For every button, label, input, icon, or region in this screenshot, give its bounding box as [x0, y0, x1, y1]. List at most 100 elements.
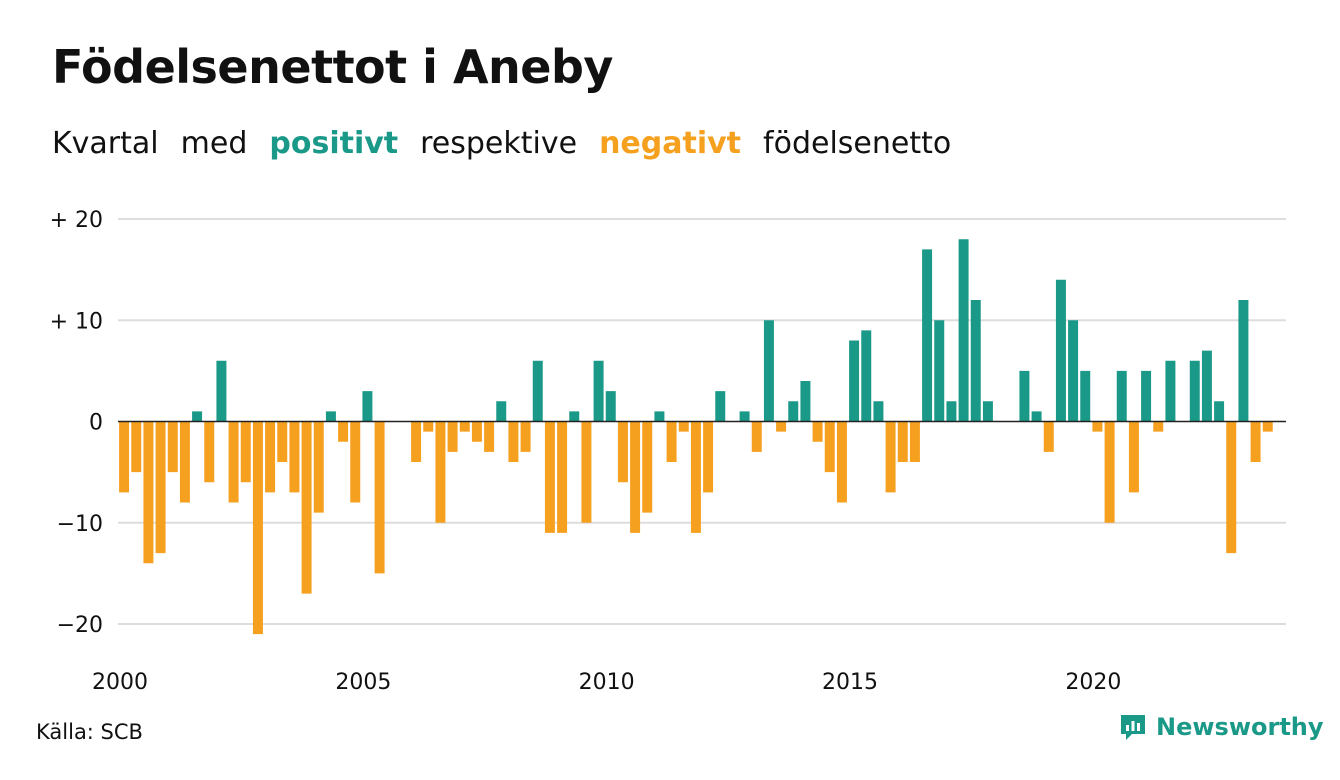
bar-negative: [1128, 421, 1139, 493]
bar-positive: [1116, 370, 1127, 422]
bar-positive: [849, 340, 860, 422]
bar-negative: [751, 421, 762, 452]
bar-negative: [374, 421, 385, 574]
bar-positive: [605, 391, 616, 422]
chart-title: Födelsenettot i Aneby: [52, 40, 613, 94]
bar-positive: [1080, 370, 1091, 422]
bar-negative: [1226, 421, 1237, 554]
bar-negative: [885, 421, 896, 493]
bar-positive: [1055, 279, 1066, 422]
subtitle-word: respektive: [420, 126, 578, 161]
subtitle-negative-label: negativt: [599, 126, 742, 161]
bar-positive: [800, 381, 811, 422]
y-tick-label: + 20: [50, 208, 103, 233]
bar-negative: [155, 421, 166, 554]
bar-negative: [1153, 421, 1164, 432]
bar-positive: [873, 401, 884, 422]
y-tick-label: −10: [57, 512, 103, 537]
bar-positive: [715, 391, 726, 422]
bar-negative: [131, 421, 142, 473]
x-tick-label: 2015: [822, 670, 878, 695]
bar-negative: [642, 421, 653, 513]
bar-negative: [557, 421, 568, 533]
bar-negative: [435, 421, 446, 523]
bar-positive: [982, 401, 993, 422]
bar-positive: [739, 411, 750, 422]
bar-positive: [325, 411, 336, 422]
x-tick-label: 2020: [1065, 670, 1121, 695]
bar-negative: [703, 421, 714, 493]
bar-positive: [922, 249, 933, 422]
bar-negative: [690, 421, 701, 533]
bar-negative: [411, 421, 422, 462]
y-tick-label: 0: [89, 411, 103, 436]
bar-negative: [1250, 421, 1261, 462]
bar-positive: [1141, 370, 1152, 422]
bar-negative: [301, 421, 312, 594]
subtitle-positive-label: positivt: [269, 126, 399, 161]
bar-negative: [581, 421, 592, 523]
bar-positive: [1019, 370, 1030, 422]
bar-positive: [496, 401, 507, 422]
bar-negative: [824, 421, 835, 473]
bar-positive: [654, 411, 665, 422]
bar-negative: [1262, 421, 1273, 432]
bar-positive: [1068, 320, 1079, 422]
bar-negative: [471, 421, 482, 442]
bar-negative: [544, 421, 555, 533]
newsworthy-logo-icon: [1121, 715, 1145, 740]
bar-negative: [423, 421, 434, 432]
bar-positive: [763, 320, 774, 422]
bar-negative: [776, 421, 787, 432]
bar-negative: [228, 421, 239, 503]
bar-negative: [143, 421, 154, 564]
bar-negative: [666, 421, 677, 462]
bar-positive: [1165, 360, 1176, 422]
x-tick-label: 2005: [335, 670, 391, 695]
bar-negative: [909, 421, 920, 462]
x-tick-label: 2010: [579, 670, 635, 695]
bar-positive: [1189, 360, 1200, 422]
bar-negative: [678, 421, 689, 432]
bar-positive: [1201, 350, 1212, 422]
chart-subtitle: Kvartal med positivt respektive negativt föde…: [52, 126, 973, 161]
bar-positive: [1238, 300, 1249, 422]
bar-positive: [532, 360, 543, 422]
bar-positive: [1031, 411, 1042, 422]
bar-positive: [946, 401, 957, 422]
bar-positive: [970, 300, 981, 422]
bar-positive: [1214, 401, 1225, 422]
bar-negative: [520, 421, 531, 452]
bar-negative: [252, 421, 263, 635]
bar-negative: [1043, 421, 1054, 452]
bar-negative: [1104, 421, 1115, 523]
y-tick-label: −20: [57, 613, 103, 638]
bar-negative: [630, 421, 641, 533]
grid-lines: [118, 218, 1286, 625]
brand-logo[interactable]: Newsworthy: [1118, 712, 1324, 742]
y-axis-ticks: + 20 + 10 0 −10 −20: [50, 208, 103, 638]
bar-negative: [167, 421, 178, 473]
x-tick-label: 2000: [92, 670, 148, 695]
bar-negative: [204, 421, 215, 483]
bar-negative: [1092, 421, 1103, 432]
subtitle-word: Kvartal: [52, 126, 159, 161]
bar-negative: [119, 421, 130, 493]
y-tick-label: + 10: [50, 309, 103, 334]
bar-negative: [277, 421, 288, 462]
bar-positive: [958, 239, 969, 422]
bar-negative: [897, 421, 908, 462]
bar-positive: [569, 411, 580, 422]
source-label: Källa: SCB: [36, 720, 143, 744]
bar-negative: [350, 421, 361, 503]
bar-negative: [313, 421, 324, 513]
bar-negative: [447, 421, 458, 452]
bar-negative: [812, 421, 823, 442]
bar-negative: [617, 421, 628, 483]
brand-name: Newsworthy: [1156, 713, 1324, 741]
bar-negative: [508, 421, 519, 462]
bar-positive: [593, 360, 604, 422]
x-axis-ticks: 2000 2005 2010 2015 2020: [92, 670, 1121, 695]
bar-negative: [179, 421, 190, 503]
bar-positive: [861, 330, 872, 422]
